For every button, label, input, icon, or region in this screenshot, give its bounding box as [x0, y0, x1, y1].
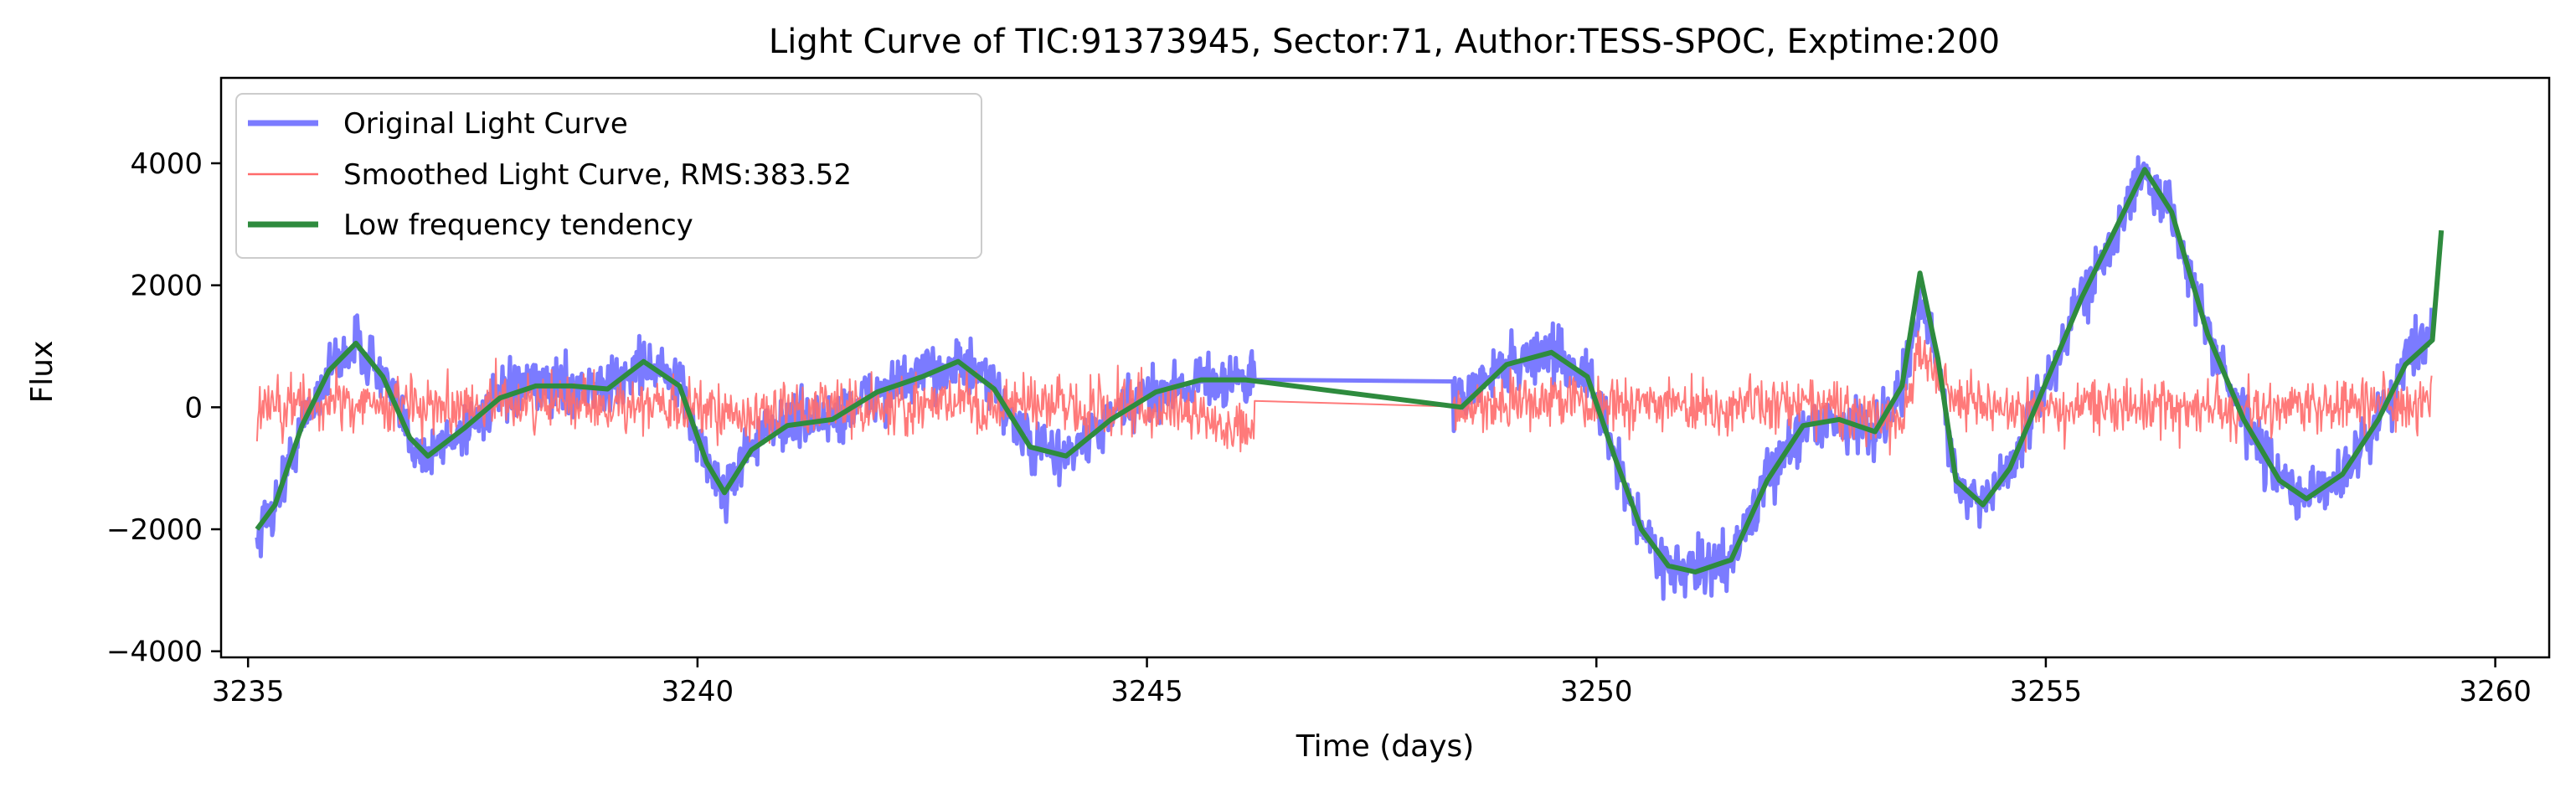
legend-label-low-frequency: Low frequency tendency [343, 209, 693, 242]
chart-title: Light Curve of TIC:91373945, Sector:71, … [769, 23, 2000, 61]
x-axis: 3235 3240 3245 3250 3255 3260 [212, 657, 2532, 708]
x-tick-label: 3235 [212, 675, 285, 708]
y-tick-label: −4000 [106, 636, 203, 669]
y-tick-label: −2000 [106, 513, 203, 547]
x-tick-label: 3260 [2459, 675, 2532, 708]
legend-label-smoothed: Smoothed Light Curve, RMS:383.52 [343, 158, 852, 192]
x-tick-label: 3240 [662, 675, 734, 708]
x-tick-label: 3245 [1110, 675, 1183, 708]
x-tick-label: 3255 [2010, 675, 2083, 708]
y-axis-label: Flux [25, 341, 59, 404]
y-tick-label: 4000 [130, 147, 203, 181]
x-axis-label: Time (days) [1296, 729, 1475, 764]
x-tick-label: 3250 [1560, 675, 1633, 708]
y-tick-label: 0 [184, 391, 203, 425]
y-axis: −4000 −2000 0 2000 4000 [106, 147, 221, 669]
legend-label-original: Original Light Curve [343, 107, 628, 141]
y-tick-label: 2000 [130, 270, 203, 303]
legend: Original Light Curve Smoothed Light Curv… [236, 94, 981, 258]
